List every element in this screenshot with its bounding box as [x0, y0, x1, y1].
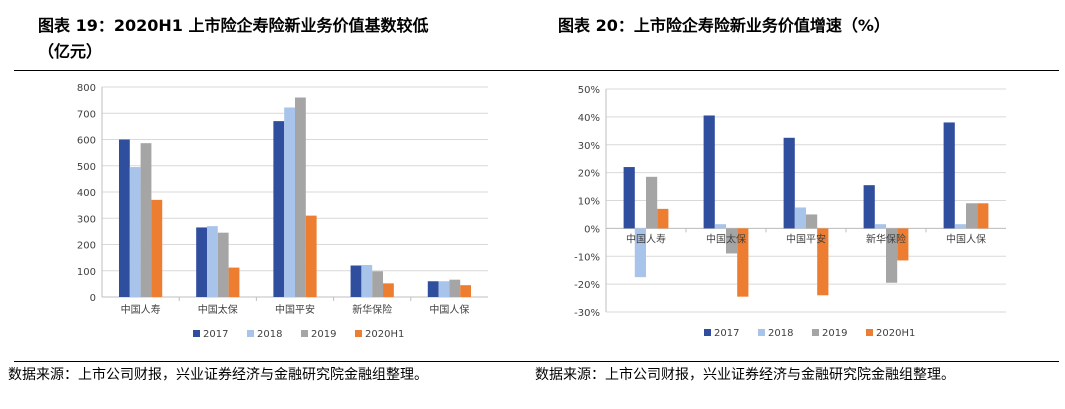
right-category-label: 中国太保	[706, 232, 746, 245]
left-y-tick-label: 700	[77, 109, 96, 120]
right-bar-2018-0	[634, 228, 646, 278]
right-y-tick-label: 40%	[578, 113, 600, 124]
left-bar-2019-0	[140, 143, 152, 297]
right-y-tick-label: 50%	[578, 85, 600, 96]
left-y-tick-label: 300	[77, 214, 96, 225]
right-bar-2019-3	[886, 228, 898, 283]
right-category-label: 中国人寿	[626, 232, 666, 245]
right-y-tick-label: 30%	[578, 141, 600, 152]
left-category-label: 中国太保	[198, 303, 238, 316]
left-bar-2018-1	[206, 226, 218, 297]
left-bar-2017-4	[427, 281, 439, 297]
right-bar-2017-2	[783, 137, 795, 229]
left-bar-2018-2	[284, 107, 295, 297]
left-bar-2017-1	[196, 227, 207, 297]
left-bar-2017-0	[118, 139, 130, 297]
right-bar-2020H1-4	[977, 203, 989, 229]
left-bar-2019-3	[372, 271, 384, 297]
right-bar-2017-0	[623, 167, 635, 229]
right-legend-swatch	[704, 329, 711, 336]
left-y-tick-label: 800	[77, 83, 96, 94]
left-legend-swatch	[193, 330, 200, 337]
right-bar-2020H1-2	[817, 228, 829, 296]
right-bar-2019-2	[806, 214, 818, 229]
left-bar-2018-0	[129, 167, 141, 297]
left-y-tick-label: 600	[77, 136, 96, 147]
right-bar-2017-4	[943, 122, 955, 229]
left-legend-label: 2019	[311, 329, 336, 340]
left-bar-2020H1-2	[305, 215, 317, 297]
left-chart-title-unit: （亿元）	[38, 42, 103, 61]
right-legend-label: 2020H1	[876, 328, 915, 339]
source-divider	[14, 361, 1059, 362]
right-category-label: 中国平安	[786, 232, 826, 245]
left-bar-2020H1-3	[383, 283, 394, 297]
right-source-note: 数据来源：上市公司财报，兴业证券经济与金融研究院金融组整理。	[535, 367, 955, 383]
right-bar-2018-4	[954, 224, 966, 229]
left-category-label: 新华保险	[352, 303, 392, 316]
left-bar-2019-4	[449, 279, 461, 297]
left-category-label: 中国人寿	[121, 303, 161, 316]
right-bar-2018-2	[794, 207, 806, 229]
left-legend-label: 2018	[257, 329, 282, 340]
right-bar-2020H1-0	[657, 208, 669, 229]
left-legend-label: 2020H1	[365, 329, 404, 340]
left-chart-title: 图表 19：2020H1 上市险企寿险新业务价值基数较低	[38, 16, 429, 35]
left-bar-chart: 0 100 200 300 400 500 600 700 800 中国人寿 中国太保 中国平安 新华保…	[77, 83, 488, 340]
left-legend-swatch	[355, 330, 362, 337]
right-bar-chart: -30% -20% -10% 0% 10% 20% 30% 40% 50% 中国人寿 中国太保 中国平…	[574, 85, 1006, 339]
right-legend-swatch	[758, 329, 765, 336]
right-bar-2017-1	[703, 115, 715, 229]
left-y-tick-label: 500	[77, 162, 96, 173]
title-row: 图表 19：2020H1 上市险企寿险新业务价值基数较低 （亿元） 图表 20：…	[0, 8, 1065, 68]
left-y-tick-label: 100	[77, 267, 96, 278]
right-category-label: 新华保险	[866, 232, 906, 245]
right-y-tick-label: 0%	[584, 224, 600, 235]
right-bar-2019-1	[726, 228, 738, 254]
left-bar-2019-1	[217, 232, 229, 297]
left-bar-2017-3	[350, 265, 362, 297]
right-legend-swatch	[866, 329, 873, 336]
left-legend-swatch	[247, 330, 254, 337]
right-bar-2020H1-3	[897, 228, 909, 261]
left-y-tick-label: 200	[77, 241, 96, 252]
left-bar-2020H1-0	[151, 199, 163, 297]
right-bar-2018-1	[714, 224, 726, 229]
left-bar-2018-4	[438, 281, 450, 297]
left-bar-2018-3	[361, 264, 373, 297]
right-y-tick-label: 20%	[578, 169, 600, 180]
right-y-tick-label: 10%	[578, 197, 600, 208]
right-y-tick-label: -10%	[574, 252, 600, 263]
left-legend-label: 2017	[203, 329, 228, 340]
right-bar-2019-0	[646, 176, 658, 229]
left-bar-2020H1-1	[228, 267, 240, 297]
right-chart-panel: -30% -20% -10% 0% 10% 20% 30% 40% 50% 中国人寿 中国太保 中国平…	[560, 75, 1060, 355]
right-chart-title: 图表 20：上市险企寿险新业务价值增速（%）	[558, 16, 890, 35]
left-bar-2019-2	[295, 97, 306, 297]
left-legend-swatch	[301, 330, 308, 337]
left-category-label: 中国人保	[429, 303, 469, 316]
right-legend-swatch	[812, 329, 819, 336]
right-y-tick-label: -20%	[574, 280, 600, 291]
right-bar-2020H1-1	[737, 228, 749, 297]
right-y-tick-label: -30%	[574, 308, 600, 319]
right-bar-2018-3	[874, 224, 886, 229]
title-divider	[14, 70, 1059, 71]
left-source-note: 数据来源：上市公司财报，兴业证券经济与金融研究院金融组整理。	[8, 367, 428, 383]
left-y-tick-label: 0	[90, 293, 96, 304]
right-legend-label: 2018	[768, 328, 793, 339]
left-bar-2017-2	[273, 121, 285, 297]
right-legend-label: 2019	[822, 328, 847, 339]
left-chart-panel: 0 100 200 300 400 500 600 700 800 中国人寿 中国太保 中国平安 新华保…	[40, 75, 530, 355]
left-y-tick-label: 400	[77, 188, 96, 199]
right-category-label: 中国人保	[946, 232, 986, 245]
right-bar-2017-3	[863, 185, 875, 229]
left-bar-2020H1-4	[460, 285, 472, 297]
right-bar-2019-4	[966, 203, 978, 229]
right-legend-label: 2017	[714, 328, 739, 339]
left-category-label: 中国平安	[275, 303, 315, 316]
